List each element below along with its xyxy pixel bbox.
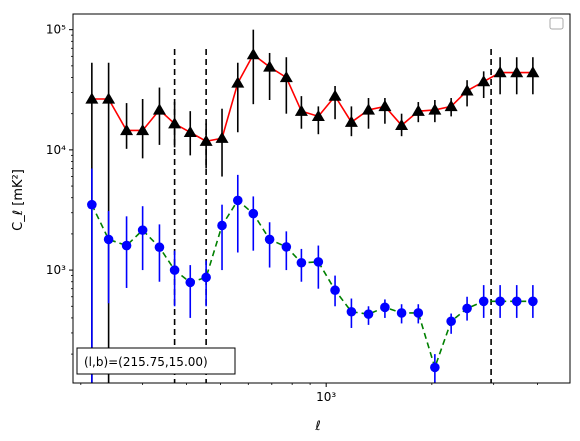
series-1-point-27 xyxy=(528,296,538,307)
series-0-point-17 xyxy=(362,103,376,115)
series-1-point-7 xyxy=(201,272,211,283)
annotation-text: (l,b)=(215.75,15.00) xyxy=(84,355,208,369)
series-1-point-20 xyxy=(413,308,424,318)
series-1-line xyxy=(91,199,533,370)
series-1-point-5 xyxy=(169,265,180,275)
plot-area xyxy=(85,29,540,383)
series-1-point-13 xyxy=(296,257,307,268)
series-0-point-20 xyxy=(411,104,425,116)
series-1-point-17 xyxy=(363,309,374,319)
x-axis-label: ℓ xyxy=(314,419,320,434)
series-0-point-16 xyxy=(344,115,358,127)
series-0-point-6 xyxy=(183,125,197,137)
series-0-point-27 xyxy=(526,66,540,78)
series-1-point-26 xyxy=(511,296,522,307)
series-1-point-24 xyxy=(478,296,489,307)
series-0-point-25 xyxy=(493,66,507,78)
series-0-line xyxy=(91,53,533,143)
series-1-point-14 xyxy=(313,257,324,267)
series-0-point-8 xyxy=(215,131,229,143)
series-1-point-8 xyxy=(217,220,227,231)
series-0-point-2 xyxy=(120,123,134,136)
plot-frame xyxy=(72,13,571,384)
series-0-point-26 xyxy=(510,66,524,78)
legend-box xyxy=(549,17,564,30)
series-0-point-21 xyxy=(428,103,442,115)
series-1-point-9 xyxy=(232,195,243,206)
series-1-point-19 xyxy=(396,308,407,318)
series-0-point-11 xyxy=(263,60,277,72)
annotation-frame xyxy=(76,347,236,375)
series-0-point-7 xyxy=(199,134,213,146)
series-1-point-4 xyxy=(154,242,165,253)
series-1-point-22 xyxy=(446,316,456,327)
series-1-point-10 xyxy=(248,208,259,219)
series-0-point-0 xyxy=(85,92,99,104)
series-1-point-11 xyxy=(264,234,275,245)
series-0-point-18 xyxy=(378,99,392,112)
series-0-point-24 xyxy=(477,75,491,87)
series-1-point-6 xyxy=(185,277,196,288)
series-0-point-9 xyxy=(231,76,245,88)
annotation-box: (l,b)=(215.75,15.00) xyxy=(76,347,236,375)
y-tick-label-0: 10³ xyxy=(46,263,66,277)
series-1-point-16 xyxy=(346,306,357,317)
y-axis-label: C_ℓ [mK²] xyxy=(11,169,26,231)
series-1-point-15 xyxy=(330,285,340,296)
series-1-point-2 xyxy=(121,240,132,251)
series-1-point-12 xyxy=(281,242,292,252)
plot-clip-group xyxy=(85,29,540,383)
series-1-point-25 xyxy=(495,296,505,307)
series-1-point-18 xyxy=(380,302,390,313)
series-1 xyxy=(87,168,538,383)
series-0-point-14 xyxy=(311,109,325,122)
series-0-point-23 xyxy=(460,84,474,96)
series-0-point-4 xyxy=(152,103,166,115)
series-0-point-13 xyxy=(294,104,308,116)
series-0-point-22 xyxy=(444,99,458,112)
series-0-point-12 xyxy=(279,71,293,83)
axis-ticks: 10³ 10⁴ 10⁵ 10³ xyxy=(46,23,538,404)
series-1-point-0 xyxy=(87,199,97,210)
series-1-point-23 xyxy=(462,303,472,314)
series-0-point-15 xyxy=(328,89,342,101)
series-1-point-21 xyxy=(430,362,440,373)
series-0-point-5 xyxy=(168,117,182,129)
series-0-point-10 xyxy=(246,48,260,60)
series-1-point-1 xyxy=(103,234,114,245)
series-0 xyxy=(85,29,540,383)
y-tick-label-2: 10⁵ xyxy=(46,23,66,37)
series-1-point-3 xyxy=(137,225,148,235)
series-0-point-19 xyxy=(395,118,409,131)
y-tick-label-1: 10⁴ xyxy=(46,143,66,157)
legend-marker xyxy=(549,17,564,30)
x-tick-label-0: 10³ xyxy=(316,390,336,404)
series-0-point-3 xyxy=(136,123,150,136)
series-0-point-1 xyxy=(102,92,116,104)
